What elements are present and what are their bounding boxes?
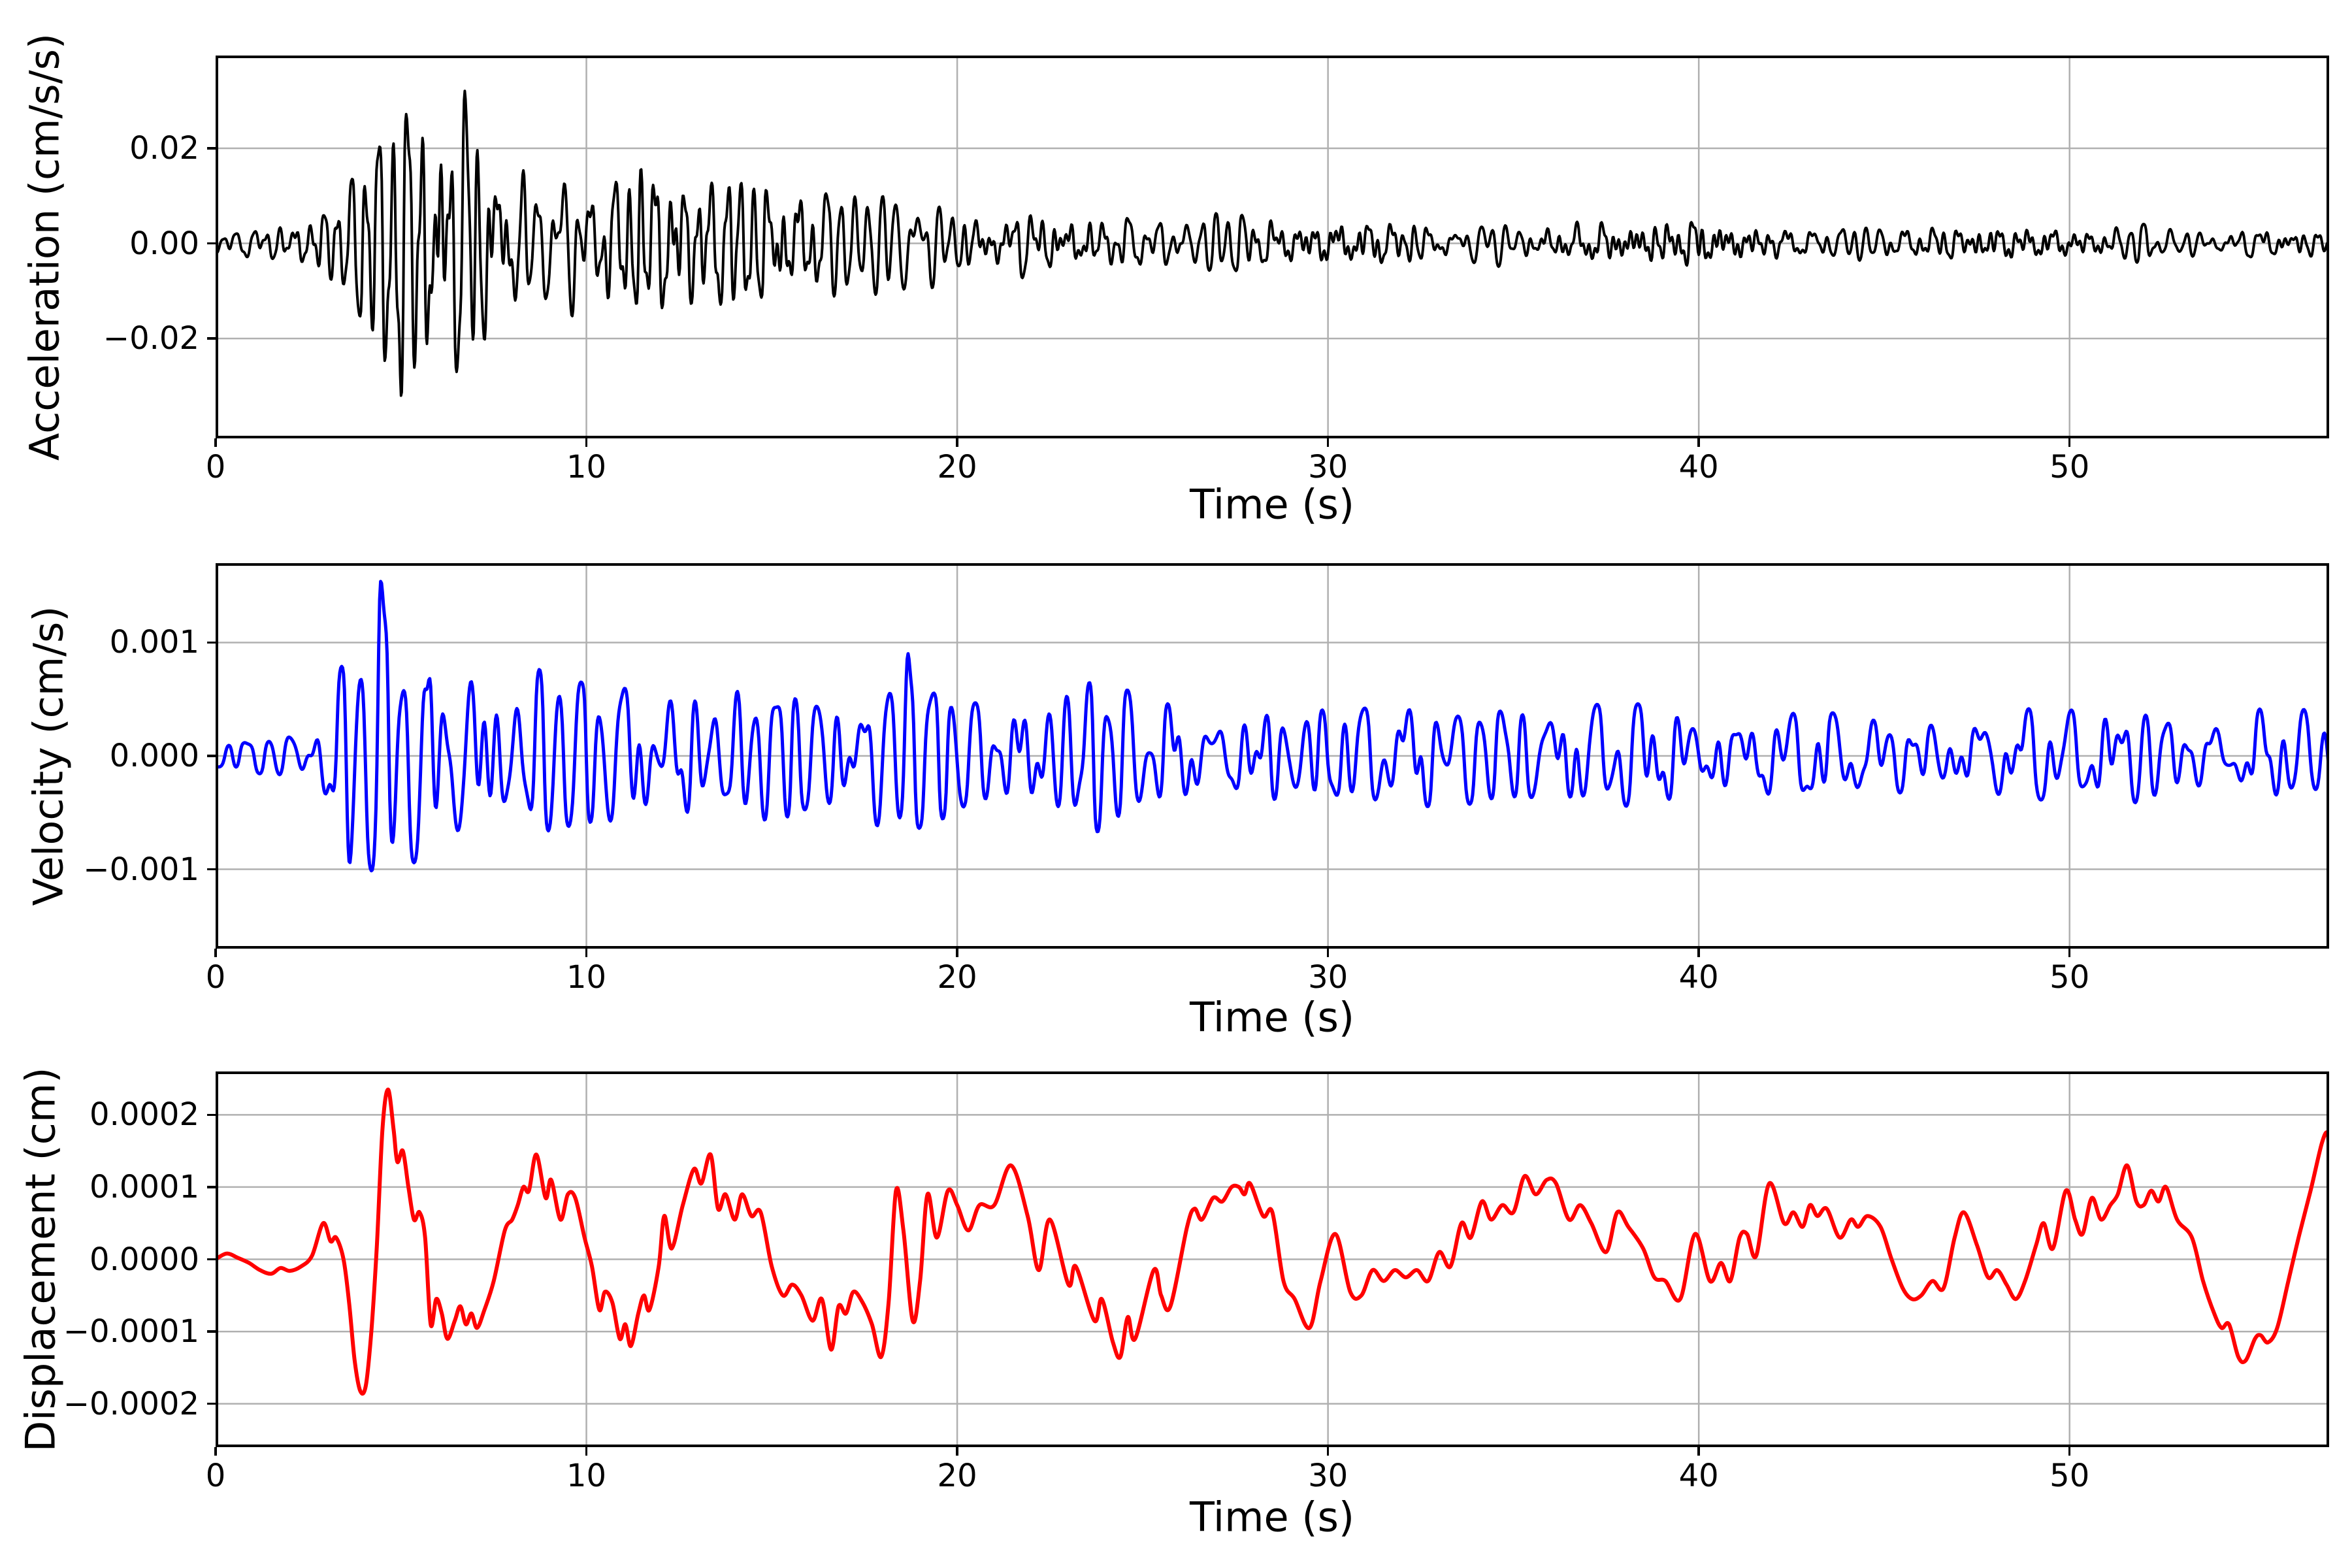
velocity-x-tick-label: 50 — [2050, 959, 2090, 996]
displacement-x-tick-label: 10 — [566, 1458, 607, 1494]
displacement-y-tick-label: 0.0000 — [90, 1241, 199, 1278]
velocity-y-tickmark — [207, 641, 216, 644]
velocity-y-tick-label: 0.001 — [109, 624, 199, 661]
acceleration-x-tick-label: 30 — [1308, 449, 1348, 485]
displacement-x-tick-label: 30 — [1308, 1458, 1348, 1494]
velocity-x-tick-label: 20 — [937, 959, 977, 996]
displacement-x-tick-label: 20 — [937, 1458, 977, 1494]
velocity-chart — [216, 563, 2329, 949]
velocity-x-axis-label: Time (s) — [1189, 993, 1355, 1041]
velocity-y-tickmark — [207, 868, 216, 871]
acceleration-x-tickmark — [1697, 438, 1700, 447]
acceleration-y-tickmark — [207, 147, 216, 150]
displacement-y-tickmark — [207, 1186, 216, 1188]
acceleration-x-axis-label: Time (s) — [1189, 480, 1355, 529]
displacement-x-tickmark — [956, 1447, 958, 1456]
acceleration-x-tick-label: 0 — [205, 449, 226, 485]
acceleration-y-tickmark — [207, 242, 216, 245]
velocity-x-tickmark — [1326, 949, 1330, 957]
displacement-y-tickmark — [207, 1258, 216, 1261]
displacement-trace — [216, 1087, 2329, 1396]
displacement-x-tick-label: 40 — [1678, 1458, 1719, 1494]
displacement-x-tick-label: 50 — [2050, 1458, 2090, 1494]
displacement-plot-border — [216, 1071, 2329, 1447]
displacement-y-tick-label: 0.0002 — [90, 1096, 199, 1134]
velocity-y-tick-label: 0.000 — [109, 738, 199, 774]
acceleration-y-tick-label: 0.02 — [129, 129, 199, 167]
acceleration-y-tick-label: 0.00 — [129, 225, 199, 262]
velocity-x-tick-label: 30 — [1308, 959, 1348, 996]
acceleration-x-tickmark — [1326, 438, 1330, 447]
velocity-plot-border — [216, 563, 2329, 949]
displacement-x-tickmark — [2068, 1447, 2071, 1456]
velocity-x-tickmark — [585, 949, 588, 957]
acceleration-plot-border — [216, 56, 2329, 438]
velocity-x-tick-label: 10 — [566, 959, 607, 996]
displacement-y-tick-label: −0.0002 — [63, 1385, 199, 1422]
displacement-y-tickmark — [207, 1113, 216, 1117]
acceleration-x-tickmark — [585, 438, 588, 447]
displacement-y-tickmark — [207, 1330, 216, 1333]
acceleration-x-tickmark — [956, 438, 958, 447]
acceleration-x-tick-label: 40 — [1678, 449, 1719, 485]
acceleration-x-tick-label: 20 — [937, 449, 977, 485]
acceleration-y-tickmark — [207, 337, 216, 340]
velocity-x-tickmark — [2068, 949, 2071, 957]
velocity-x-tick-label: 0 — [205, 959, 226, 996]
displacement-x-axis-label: Time (s) — [1189, 1493, 1355, 1541]
velocity-x-tickmark — [214, 949, 217, 957]
displacement-x-tickmark — [1697, 1447, 1700, 1456]
velocity-y-tick-label: −0.001 — [83, 851, 199, 888]
displacement-chart — [216, 1071, 2329, 1447]
acceleration-x-tickmark — [214, 438, 217, 447]
velocity-trace — [216, 580, 2329, 873]
velocity-x-tickmark — [956, 949, 958, 957]
displacement-x-tickmark — [214, 1447, 217, 1456]
displacement-x-tickmark — [585, 1447, 588, 1456]
acceleration-x-tick-label: 10 — [566, 449, 607, 485]
velocity-x-tickmark — [1697, 949, 1700, 957]
acceleration-x-tick-label: 50 — [2050, 449, 2090, 485]
acceleration-y-tick-label: −0.02 — [103, 320, 199, 357]
acceleration-chart — [216, 56, 2329, 438]
velocity-y-tickmark — [207, 755, 216, 757]
displacement-y-tickmark — [207, 1402, 216, 1405]
velocity-x-tick-label: 40 — [1678, 959, 1719, 996]
displacement-y-tick-label: −0.0001 — [63, 1313, 199, 1350]
displacement-x-tick-label: 0 — [205, 1458, 226, 1494]
displacement-x-tickmark — [1326, 1447, 1330, 1456]
acceleration-x-tickmark — [2068, 438, 2071, 447]
acceleration-trace — [216, 90, 2329, 397]
displacement-y-tick-label: 0.0001 — [90, 1168, 199, 1205]
